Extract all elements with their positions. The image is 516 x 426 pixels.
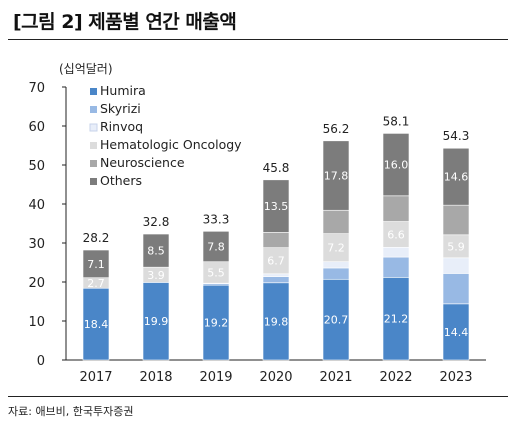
total-label: 32.8 bbox=[143, 215, 170, 229]
data-label: 13.5 bbox=[264, 200, 289, 213]
data-label: 21.2 bbox=[384, 313, 409, 326]
legend-label: Rinvoq bbox=[100, 119, 143, 134]
y-tick-label: 40 bbox=[28, 198, 45, 213]
legend-label: Neuroscience bbox=[100, 155, 185, 170]
x-tick-label: 2022 bbox=[379, 370, 412, 385]
data-label: 6.7 bbox=[267, 255, 285, 268]
x-tick-label: 2020 bbox=[259, 370, 292, 385]
bar-segment bbox=[142, 282, 170, 361]
legend-swatch bbox=[90, 106, 97, 113]
bar-segment bbox=[202, 284, 230, 361]
data-label: 20.7 bbox=[324, 314, 349, 327]
legend-swatch bbox=[90, 160, 97, 167]
source-divider bbox=[8, 396, 508, 397]
bar-segment bbox=[142, 233, 170, 268]
data-label: 6.6 bbox=[387, 228, 405, 241]
bar-segment bbox=[382, 246, 410, 258]
bar-segment bbox=[202, 231, 230, 263]
total-label: 56.2 bbox=[323, 122, 350, 136]
data-label: 7.1 bbox=[87, 258, 105, 271]
data-label: 14.6 bbox=[444, 171, 469, 184]
bar-segment bbox=[262, 247, 290, 275]
data-label: 14.4 bbox=[444, 326, 469, 339]
data-label: 17.8 bbox=[324, 170, 349, 183]
legend-label: Hematologic Oncology bbox=[100, 137, 242, 152]
data-label: 19.8 bbox=[264, 315, 289, 328]
bar-segment bbox=[382, 133, 410, 197]
y-tick-label: 0 bbox=[37, 354, 45, 369]
bar-segment bbox=[262, 273, 290, 277]
legend-swatch bbox=[90, 178, 97, 185]
y-unit-label: (십억달러) bbox=[59, 62, 113, 76]
data-label: 3.9 bbox=[147, 269, 165, 282]
x-tick-label: 2017 bbox=[79, 370, 112, 385]
bar-segment bbox=[442, 257, 470, 274]
total-label: 45.8 bbox=[263, 161, 290, 175]
legend-label: Others bbox=[100, 173, 142, 188]
bar-segment bbox=[322, 267, 350, 280]
y-tick-label: 50 bbox=[28, 159, 45, 174]
bar-segment bbox=[442, 204, 470, 236]
x-tick-label: 2019 bbox=[199, 370, 232, 385]
bar-segment bbox=[322, 233, 350, 263]
title-divider bbox=[8, 39, 508, 40]
bar-segment bbox=[382, 195, 410, 222]
bar-segment bbox=[322, 278, 350, 361]
bar-stacks: 18.4 2.7 7.1 28.2 2017 19.9 3.9 8.5 32.8 2018 19.2… bbox=[79, 114, 472, 385]
bar-segment bbox=[442, 273, 470, 305]
bar-segment bbox=[382, 221, 410, 248]
legend-label: Skyrizi bbox=[100, 101, 141, 116]
y-tick-label: 30 bbox=[28, 237, 45, 252]
data-label: 7.8 bbox=[207, 241, 225, 254]
source-note: 자료: 애브비, 한국투자증권 bbox=[8, 405, 134, 418]
y-tick-label: 70 bbox=[28, 81, 45, 96]
legend-swatch bbox=[89, 123, 98, 132]
data-label: 18.4 bbox=[84, 318, 109, 331]
data-label: 16.0 bbox=[384, 159, 409, 172]
bar-segment bbox=[262, 282, 290, 361]
data-label: 2.7 bbox=[87, 277, 105, 290]
legend-swatch bbox=[90, 142, 97, 149]
y-tick-label: 60 bbox=[28, 120, 45, 135]
chart-legend: Humira Skyrizi Rinvoq Hematologic Oncology N… bbox=[89, 83, 242, 188]
data-label: 5.5 bbox=[207, 266, 225, 279]
total-label: 58.1 bbox=[383, 114, 410, 128]
bar-segment bbox=[382, 256, 410, 278]
data-label: 19.9 bbox=[144, 315, 169, 328]
bar-segment bbox=[262, 276, 290, 284]
bar-segment bbox=[322, 261, 350, 269]
y-tick-label: 10 bbox=[28, 315, 45, 330]
bar-segment bbox=[322, 140, 350, 211]
bar-segment bbox=[262, 232, 290, 248]
bar-segment bbox=[82, 249, 110, 279]
total-label: 33.3 bbox=[203, 212, 230, 226]
data-label: 7.2 bbox=[327, 242, 345, 255]
stacked-bar-chart: (십억달러) 0 10 20 30 40 50 60 70 18.4 2.7 7.1 28.2 201… bbox=[28, 62, 486, 385]
legend-label: Humira bbox=[100, 83, 146, 98]
bar-segment bbox=[82, 287, 110, 361]
bar-segment bbox=[262, 179, 290, 233]
x-tick-label: 2023 bbox=[439, 370, 472, 385]
y-tick-label: 20 bbox=[28, 276, 45, 291]
total-label: 54.3 bbox=[443, 129, 470, 143]
chart-title: [그림 2] 제품별 연간 매출액 bbox=[13, 11, 237, 33]
bar-segment bbox=[322, 209, 350, 234]
data-label: 19.2 bbox=[204, 317, 229, 330]
bar-segment bbox=[442, 147, 470, 206]
x-tick-label: 2018 bbox=[139, 370, 172, 385]
legend-swatch bbox=[90, 88, 97, 95]
data-label: 8.5 bbox=[147, 245, 165, 258]
x-tick-label: 2021 bbox=[319, 370, 352, 385]
y-axis-ticks: 0 10 20 30 40 50 60 70 bbox=[28, 81, 486, 369]
data-label: 5.9 bbox=[447, 240, 465, 253]
total-label: 28.2 bbox=[83, 231, 110, 245]
